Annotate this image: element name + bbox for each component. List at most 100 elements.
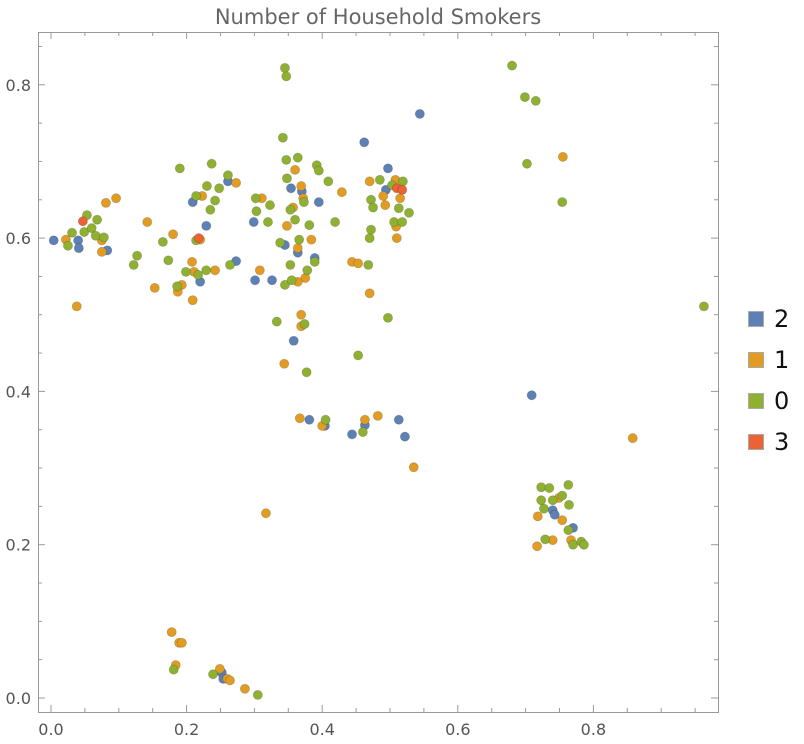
- point-series-0: [374, 174, 385, 185]
- point-series-0: [271, 316, 282, 327]
- point-series-2: [48, 235, 59, 246]
- point-series-2: [267, 275, 278, 286]
- x-tick-label: 0.0: [38, 720, 63, 739]
- point-series-0: [201, 180, 212, 191]
- point-series-0: [262, 217, 273, 228]
- point-series-2: [526, 390, 537, 401]
- chart-title: Number of Household Smokers: [215, 5, 541, 29]
- data-points: [48, 60, 709, 700]
- point-series-0: [294, 234, 305, 245]
- point-series-2: [359, 137, 370, 148]
- point-series-2: [347, 429, 358, 440]
- point-series-0: [557, 490, 568, 501]
- point-series-0: [205, 204, 216, 215]
- point-series-1: [187, 256, 198, 267]
- point-series-1: [532, 541, 543, 552]
- point-series-2: [393, 414, 404, 425]
- point-series-2: [313, 197, 324, 208]
- legend-swatch: [748, 392, 764, 409]
- point-series-0: [67, 227, 78, 238]
- point-series-0: [698, 301, 709, 312]
- point-series-0: [298, 197, 309, 208]
- point-series-2: [73, 243, 84, 254]
- point-series-0: [86, 223, 97, 234]
- point-series-1: [239, 683, 250, 694]
- point-series-0: [214, 183, 225, 194]
- series-3: [77, 183, 408, 244]
- point-series-0: [191, 190, 202, 201]
- point-series-1: [224, 675, 235, 686]
- point-series-1: [557, 515, 568, 526]
- point-series-0: [403, 207, 414, 218]
- point-series-0: [309, 256, 320, 267]
- legend-swatch: [748, 433, 764, 450]
- point-series-0: [568, 539, 579, 550]
- point-series-1: [408, 462, 419, 473]
- point-series-0: [174, 163, 185, 174]
- point-series-0: [157, 236, 168, 247]
- point-series-0: [224, 259, 235, 270]
- point-series-2: [201, 220, 212, 231]
- point-series-0: [168, 664, 179, 675]
- legend-label: 2: [774, 304, 790, 333]
- point-series-1: [372, 410, 383, 421]
- x-tick-label: 0.2: [174, 720, 199, 739]
- point-series-0: [536, 495, 547, 506]
- point-series-1: [281, 220, 292, 231]
- point-series-1: [254, 265, 265, 276]
- legend-swatch: [748, 351, 764, 368]
- x-tick-label: 0.8: [581, 720, 606, 739]
- point-series-1: [290, 164, 301, 175]
- point-series-1: [149, 282, 160, 293]
- point-series-0: [363, 259, 374, 270]
- point-series-0: [279, 62, 290, 73]
- point-series-0: [290, 214, 301, 225]
- point-series-0: [313, 165, 324, 176]
- legend-item-3: 3: [748, 421, 789, 462]
- point-series-0: [201, 265, 212, 276]
- point-series-0: [286, 275, 297, 286]
- axes: 0.0 0.2 0.4 0.6 0.8 0.0 0.2 0.4 0.6 0.8: [6, 32, 718, 739]
- point-series-0: [563, 479, 574, 490]
- legend-swatch: [748, 310, 764, 327]
- point-series-1: [214, 663, 225, 674]
- point-series-0: [79, 226, 90, 237]
- point-series-1: [353, 258, 364, 269]
- point-series-0: [507, 60, 518, 71]
- point-series-1: [231, 177, 242, 188]
- point-series-0: [364, 233, 375, 244]
- point-series-0: [132, 250, 143, 261]
- point-series-1: [364, 288, 375, 299]
- legend-label: 0: [774, 386, 790, 415]
- point-series-0: [330, 217, 341, 228]
- point-series-1: [142, 217, 153, 228]
- y-tick-label: 0.2: [6, 536, 31, 555]
- point-series-0: [92, 214, 103, 225]
- point-series-1: [364, 176, 375, 187]
- point-series-0: [90, 230, 101, 241]
- point-series-0: [521, 158, 532, 169]
- point-series-0: [557, 197, 568, 208]
- point-series-1: [260, 508, 271, 519]
- legend-label: 3: [774, 427, 790, 456]
- series-1: [60, 151, 638, 694]
- point-series-0: [366, 224, 377, 235]
- point-series-1: [166, 627, 177, 638]
- point-series-1: [292, 243, 303, 254]
- point-series-0: [277, 132, 288, 143]
- y-tick-label: 0.0: [6, 689, 31, 708]
- point-series-0: [264, 200, 275, 211]
- point-series-0: [578, 539, 589, 550]
- y-tick-label: 0.6: [6, 229, 31, 248]
- point-series-3: [77, 216, 88, 227]
- legend-label: 1: [774, 345, 790, 374]
- point-series-0: [563, 499, 574, 510]
- point-series-1: [71, 301, 82, 312]
- point-series-2: [248, 217, 259, 228]
- point-series-0: [285, 204, 296, 215]
- point-series-0: [62, 240, 73, 251]
- point-series-1: [359, 414, 370, 425]
- point-series-0: [540, 534, 551, 545]
- point-series-0: [275, 237, 286, 248]
- series-0: [62, 60, 709, 700]
